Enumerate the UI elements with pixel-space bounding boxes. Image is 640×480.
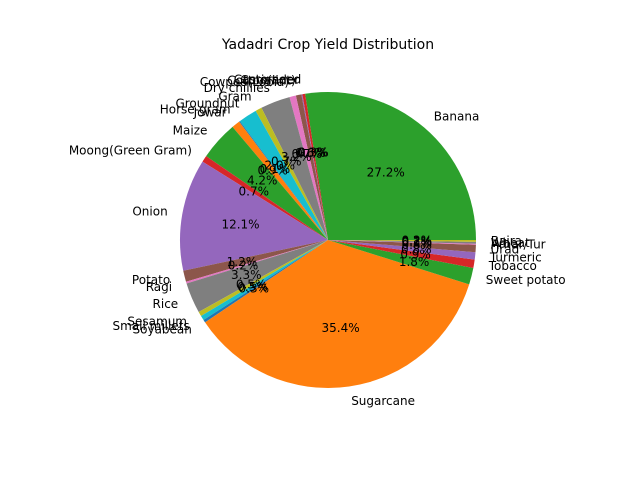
slice-percent-jowar: 0.9% [257,164,288,178]
slice-percent-dry-chillies: 3.2% [281,150,312,164]
slice-small-millets [201,240,328,321]
slice-label-sugarcane: Sugarcane [351,394,415,408]
slice-label-groundnut: Groundnut [175,96,239,110]
slice-label-onion: Onion [132,205,167,219]
slice-percent-groundnut: 2.0% [265,158,296,172]
slice-percent-rice: 3.3% [231,268,262,282]
slice-label-small-millets: Small millets [113,319,190,333]
slice-percent-gram: 0.7% [271,155,302,169]
slice-label-castorseed: Castorseed [234,72,302,86]
slice-percent-ragi: 0.2% [228,259,259,273]
slice-percent-soyabean: 0.3% [239,282,270,296]
slice-label-gram: Gram [218,89,251,103]
slice-coriander [301,94,328,240]
slice-label-turmeric: Turmeric [489,251,542,265]
slice-maize [206,126,328,240]
slice-label-potato: Potato [132,273,170,287]
slice-label-urad: Urad [491,242,520,256]
slice-percent-cotton-lint: 0.6% [295,146,326,160]
slice-dry-chillies [261,97,328,240]
slice-label-ragi: Ragi [146,280,172,294]
slice-label-maize: Maize [173,124,208,138]
slice-label-tobacco: Tobacco [488,259,537,273]
slice-label-coriander: Coriander [240,73,299,87]
slice-percent-coriander: 0.1% [297,146,328,160]
slice-percent-turmeric: 0.8% [401,243,432,257]
slice-percent-small-millets: 0.5% [237,280,268,294]
slice-percent-sweet-potato: 1.8% [399,255,430,269]
slice-sugarcane [205,240,470,389]
slice-arhar-tur [328,240,476,245]
slice-label-jowar: Jowar [193,106,227,120]
slice-cowpea-lobia [289,95,328,240]
slice-label-horse-gram: Horse-gram [160,103,231,117]
slice-percent-maize: 4.2% [247,173,278,187]
slice-horse-gram [239,121,328,240]
slice-label-rice: Rice [153,297,179,311]
slice-sesamum [198,240,328,317]
pie-labels: Banana CastorseedCorianderCotton(lint)Cow… [69,72,566,408]
slice-label-sesamum: Sesamum [127,314,187,328]
slice-label-bajra: Bajra [491,234,522,248]
slice-banana [305,92,476,240]
slice-label-sweet-potato: Sweet potato [486,273,566,287]
slice-rice [186,240,328,312]
slice-percent-bajra: 0.2% [402,234,433,248]
slice-percent-cowpea-lobia: 0.7% [292,147,323,161]
slice-percent-castorseed: 0.3% [298,145,329,159]
slice-percent-potato: 1.2% [227,255,258,269]
slice-groundnut [239,110,328,241]
slice-ragi [186,240,328,284]
slice-label-cowpea-lobia: Cowpea(Lobia) [200,75,289,89]
slice-tobacco [328,240,475,269]
slice-label-moong-green-gram: Moong(Green Gram) [69,144,192,158]
slice-sweet-potato [328,240,474,285]
slice-percent-banana: 27.2% [367,166,405,180]
slice-label-soyabean: Soyabean [133,322,192,336]
slice-soyabean [203,240,328,323]
slice-percent-wheat: 0.2% [402,235,433,249]
slice-bajra [328,240,477,242]
slice-jowar [232,121,328,240]
slice-wheat [328,240,476,244]
slice-gram [255,107,328,240]
slice-potato [183,240,328,282]
slice-label-dry-chillies: Dry chillies [204,81,270,95]
slice-moong-green-gram [202,156,328,240]
slice-percent-moong-green-gram: 0.7% [239,184,270,198]
pie-percent-labels: 27.2%0.3%0.1%0.6%0.7%3.2%0.7%2.0%0.1%0.9… [221,145,432,335]
slice-percent-tobacco: 0.9% [400,247,431,261]
slice-percent-sugarcane: 35.4% [322,321,360,335]
slice-percent-urad: 0.8% [401,238,432,252]
slice-castorseed [302,93,328,240]
slice-label-cotton-lint: Cotton(lint) [227,73,295,87]
pie-slices [179,92,477,389]
slice-urad [328,240,476,253]
slice-turmeric [328,240,476,260]
slice-cotton-lint [295,94,328,240]
slice-percent-horse-gram: 0.1% [260,162,291,176]
slice-percent-onion: 12.1% [221,218,259,232]
slice-percent-arhar-tur: 0.1% [402,236,433,250]
slice-onion [179,161,328,271]
slice-label-banana: Banana [434,109,480,123]
slice-label-arhar-tur: Arhar/Tur [491,238,546,252]
chart-title: Yadadri Crop Yield Distribution [221,37,434,53]
slice-label-wheat: Wheat [491,236,530,250]
slice-percent-sesamum: 0.5% [236,277,267,291]
